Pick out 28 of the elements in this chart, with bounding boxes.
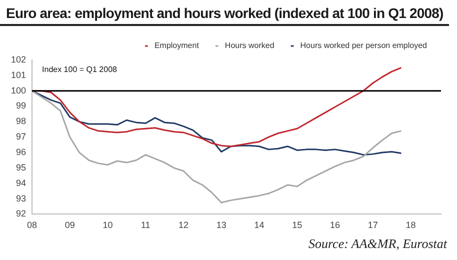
x-tick-label: 10 — [102, 220, 113, 230]
legend-label: Employment — [154, 41, 200, 50]
x-tick-label: 16 — [330, 220, 340, 230]
x-tick-label: 09 — [64, 220, 75, 230]
y-tick-label: 93 — [16, 193, 26, 204]
y-tick-label: 99 — [16, 100, 26, 111]
x-tick-label: 13 — [216, 220, 226, 230]
y-tick-label: 102 — [10, 54, 26, 64]
y-tick-label: 95 — [16, 162, 26, 172]
x-tick-label: 15 — [292, 220, 302, 230]
x-tick-label: 08 — [27, 220, 38, 230]
annotation: Index 100 = Q1 2008 — [42, 65, 118, 74]
x-tick-label: 11 — [140, 220, 150, 230]
y-tick-label: 96 — [16, 147, 26, 158]
x-tick-label: 12 — [178, 220, 188, 230]
chart-title: Euro area: employment and hours worked (indexed at 100 in Q1 2008) — [0, 0, 449, 26]
y-tick-label: 98 — [16, 116, 26, 126]
x-tick-label: 18 — [406, 220, 416, 230]
y-tick-label: 94 — [16, 178, 26, 188]
y-tick-label: 100 — [10, 85, 26, 96]
source-note: Source: AA&MR, Eurostat — [308, 236, 447, 252]
x-tick-label: 14 — [254, 220, 264, 230]
y-tick-label: 97 — [16, 132, 26, 142]
x-tick-label: 17 — [368, 220, 378, 230]
y-tick-label: 92 — [16, 208, 26, 219]
y-tick-label: 101 — [10, 70, 26, 80]
legend-label: Hours worked per person employed — [300, 41, 428, 50]
legend-label: Hours worked — [224, 41, 274, 50]
